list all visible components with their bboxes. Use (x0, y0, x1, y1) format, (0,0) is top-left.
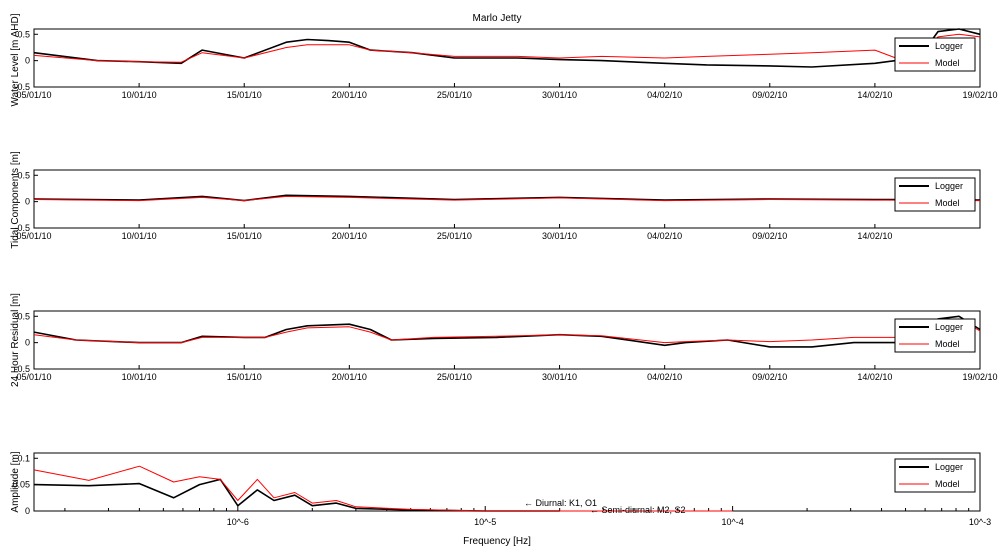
ylabel-24-hour-residual: 24 Hour Residual [m] (10, 293, 21, 387)
legend-box (894, 177, 976, 212)
y-tick-label: 0.5 (17, 311, 30, 321)
annotation-diurnal: ← Diurnal: K1, O1 (524, 498, 597, 508)
x-tick-label: 09/02/10 (752, 231, 787, 241)
series-line-logger (33, 478, 560, 512)
x-tick-label: 20/01/10 (332, 90, 367, 100)
legend-label-model: Model (935, 198, 960, 208)
legend-label-model: Model (935, 58, 960, 68)
x-tick-label: 19/02/10 (962, 372, 997, 382)
legend-label-logger: Logger (935, 462, 963, 472)
x-tick-label: 04/02/10 (647, 231, 682, 241)
series-line-logger (33, 28, 981, 68)
x-tick-label: 10^-6 (227, 517, 249, 527)
x-tick-label: 15/01/10 (227, 90, 262, 100)
panel-24-hour-residual: 24 Hour Residual [m] 05/01/10 10/01/10 15/… (10, 293, 998, 387)
legend-box (894, 458, 976, 493)
x-tick-label: 25/01/10 (437, 90, 472, 100)
x-tick-label: 14/02/10 (857, 372, 892, 382)
x-tick-label: 04/02/10 (647, 372, 682, 382)
y-tick-label: 0.1 (17, 453, 30, 463)
panel-water-level: Water Level [m AHD] 05/01/10 10/01/10 15/0… (10, 13, 998, 106)
ylabel-water-level: Water Level [m AHD] (10, 13, 21, 106)
x-tick-label: 09/02/10 (752, 372, 787, 382)
legend-label-logger: Logger (935, 322, 963, 332)
legend-label-logger: Logger (935, 41, 963, 51)
xlabel-frequency: Frequency [Hz] (463, 536, 531, 547)
y-tick-label: 0 (25, 506, 30, 516)
legend-label-logger: Logger (935, 181, 963, 191)
x-tick-label: 30/01/10 (542, 90, 577, 100)
legend: Logger Model (894, 177, 976, 212)
x-tick-label: 10/01/10 (122, 90, 157, 100)
x-tick-label: 04/02/10 (647, 90, 682, 100)
plot-area: 10^-6 10^-5 10^-4 10^-3 0 0.05 0.1 (12, 452, 991, 527)
panel-tidal-components: Tidal Components [m] 05/01/10 10/01/10 15/… (10, 151, 981, 249)
series-line-model (33, 318, 981, 344)
legend-label-model: Model (935, 339, 960, 349)
ylabel-amplitude: Amplitude [m] (10, 451, 21, 512)
x-tick-label: 10/01/10 (122, 231, 157, 241)
x-tick-label: 14/02/10 (857, 90, 892, 100)
series-line-model (33, 465, 733, 512)
panel-amplitude-spectrum: Amplitude [m] Frequency [Hz] 10^-6 10^-5 1… (10, 451, 991, 547)
x-tick-label: 15/01/10 (227, 231, 262, 241)
y-tick-label: -0.5 (14, 364, 30, 374)
y-tick-label: 0.05 (12, 480, 30, 490)
x-tick-label: 20/01/10 (332, 231, 367, 241)
x-tick-label: 10^-5 (474, 517, 496, 527)
series-line-model (33, 33, 981, 63)
legend-label-model: Model (935, 479, 960, 489)
x-tick-label: 15/01/10 (227, 372, 262, 382)
y-tick-label: -0.5 (14, 223, 30, 233)
y-tick-label: -0.5 (14, 82, 30, 92)
x-tick-label: 30/01/10 (542, 231, 577, 241)
figure-title: Marlo Jetty (473, 13, 522, 24)
x-tick-label: 14/02/10 (857, 231, 892, 241)
ylabel-tidal-components: Tidal Components [m] (10, 151, 21, 249)
x-tick-label: 25/01/10 (437, 372, 472, 382)
x-tick-label: 05/01/10 (16, 372, 51, 382)
legend: Logger Model (894, 458, 976, 493)
x-tick-label: 05/01/10 (16, 90, 51, 100)
x-tick-label: 25/01/10 (437, 231, 472, 241)
y-tick-label: 0 (25, 197, 30, 207)
annotation-semi-diurnal: ← Semi-diurnal: M2, S2 (590, 505, 686, 515)
x-tick-label: 10/01/10 (122, 372, 157, 382)
x-tick-label: 20/01/10 (332, 372, 367, 382)
plot-area: 05/01/10 10/01/10 15/01/10 20/01/10 25/01/10… (14, 310, 998, 382)
y-tick-label: 0.5 (17, 170, 30, 180)
x-tick-label: 10^-3 (969, 517, 991, 527)
x-tick-label: 05/01/10 (16, 231, 51, 241)
y-tick-label: 0 (25, 338, 30, 348)
axes-box (33, 28, 981, 88)
legend-box (894, 37, 976, 72)
y-tick-label: 0.5 (17, 29, 30, 39)
x-tick-label: 10^-4 (721, 517, 743, 527)
legend: Logger Model (894, 318, 976, 353)
plot-area: 05/01/10 10/01/10 15/01/10 20/01/10 25/01/10… (14, 28, 998, 100)
legend-box (894, 318, 976, 353)
axes-box (33, 310, 981, 370)
series-line-model (33, 195, 981, 202)
x-tick-label: 09/02/10 (752, 90, 787, 100)
legend: Logger Model (894, 37, 976, 72)
series-line-logger (33, 194, 981, 202)
plot-area: 05/01/10 10/01/10 15/01/10 20/01/10 25/01/10… (14, 169, 981, 241)
x-tick-label: 30/01/10 (542, 372, 577, 382)
x-tick-label: 19/02/10 (962, 90, 997, 100)
y-tick-label: 0 (25, 56, 30, 66)
series-line-logger (33, 315, 981, 348)
